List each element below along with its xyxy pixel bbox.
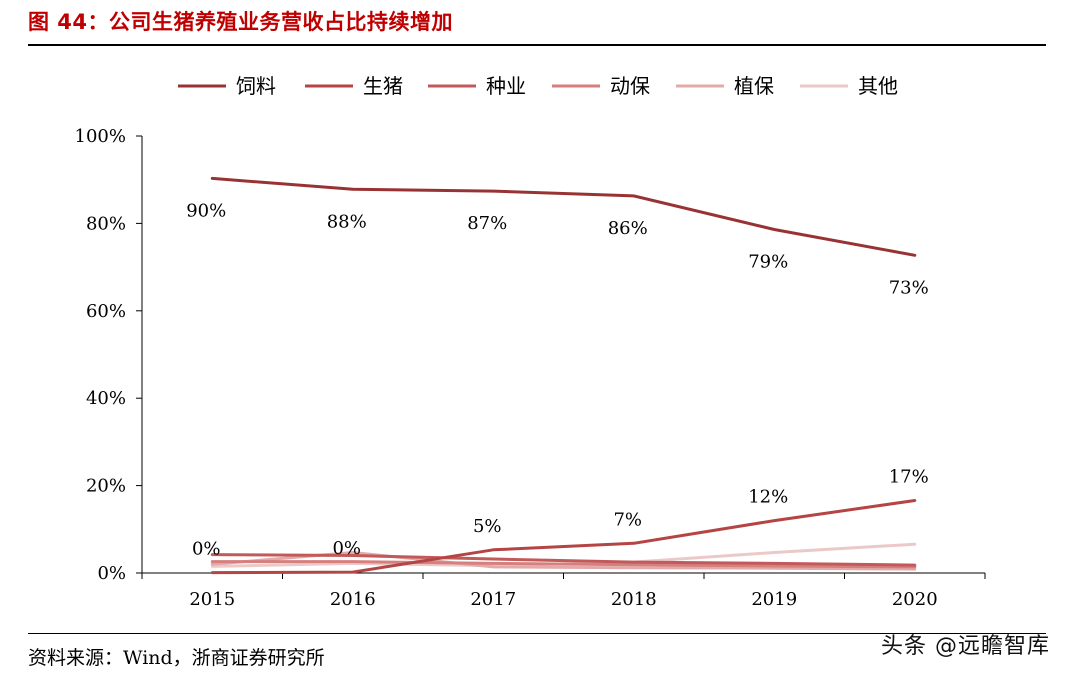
y-tick-label: 20% bbox=[86, 476, 126, 497]
legend-label: 其他 bbox=[858, 74, 898, 98]
data-label: 17% bbox=[889, 466, 929, 487]
y-tick-label: 40% bbox=[86, 388, 126, 409]
y-tick-label: 0% bbox=[97, 563, 126, 584]
data-label: 73% bbox=[889, 277, 929, 298]
data-label: 0% bbox=[192, 539, 221, 560]
line-chart: 0% 20% 40% 60% 80% 100% 2015 2016 2017 2018 2019 20… bbox=[75, 74, 986, 610]
data-label: 0% bbox=[332, 538, 361, 559]
y-tick-label: 80% bbox=[86, 213, 126, 234]
series-line-饲料 bbox=[210, 176, 917, 257]
source-note: 资料来源：Wind，浙商证券研究所 bbox=[28, 647, 325, 669]
legend-label: 种业 bbox=[486, 74, 526, 98]
x-tick-label: 2020 bbox=[892, 589, 938, 610]
top-rule bbox=[28, 44, 1046, 46]
x-tick-label: 2019 bbox=[751, 589, 797, 610]
data-label: 79% bbox=[748, 252, 788, 273]
y-tick-label: 60% bbox=[86, 301, 126, 322]
series-line-动保 bbox=[210, 560, 917, 569]
data-label: 86% bbox=[608, 218, 648, 239]
x-tick-label: 2016 bbox=[330, 589, 376, 610]
x-tick-label: 2017 bbox=[470, 589, 516, 610]
legend-label: 生猪 bbox=[363, 74, 403, 98]
data-label: 87% bbox=[467, 213, 507, 234]
series-line-种业 bbox=[210, 553, 917, 567]
x-tick-label: 2015 bbox=[189, 589, 235, 610]
series-line-生猪 bbox=[210, 499, 917, 575]
data-label: 12% bbox=[748, 487, 788, 508]
legend-label: 动保 bbox=[610, 74, 650, 98]
x-tick-label: 2018 bbox=[611, 589, 657, 610]
bottom-rule bbox=[28, 633, 1046, 634]
data-label: 7% bbox=[613, 509, 642, 530]
chart-title: 图 44：公司生猪养殖业务营收占比持续增加 bbox=[28, 10, 454, 34]
y-tick-label: 100% bbox=[75, 126, 126, 147]
data-label: 90% bbox=[186, 200, 226, 221]
legend-label: 植保 bbox=[734, 74, 774, 98]
legend-label: 饲料 bbox=[236, 74, 276, 98]
watermark: 头条 @远瞻智库 bbox=[881, 634, 1050, 659]
data-label: 5% bbox=[473, 516, 502, 537]
data-label: 88% bbox=[327, 211, 367, 232]
